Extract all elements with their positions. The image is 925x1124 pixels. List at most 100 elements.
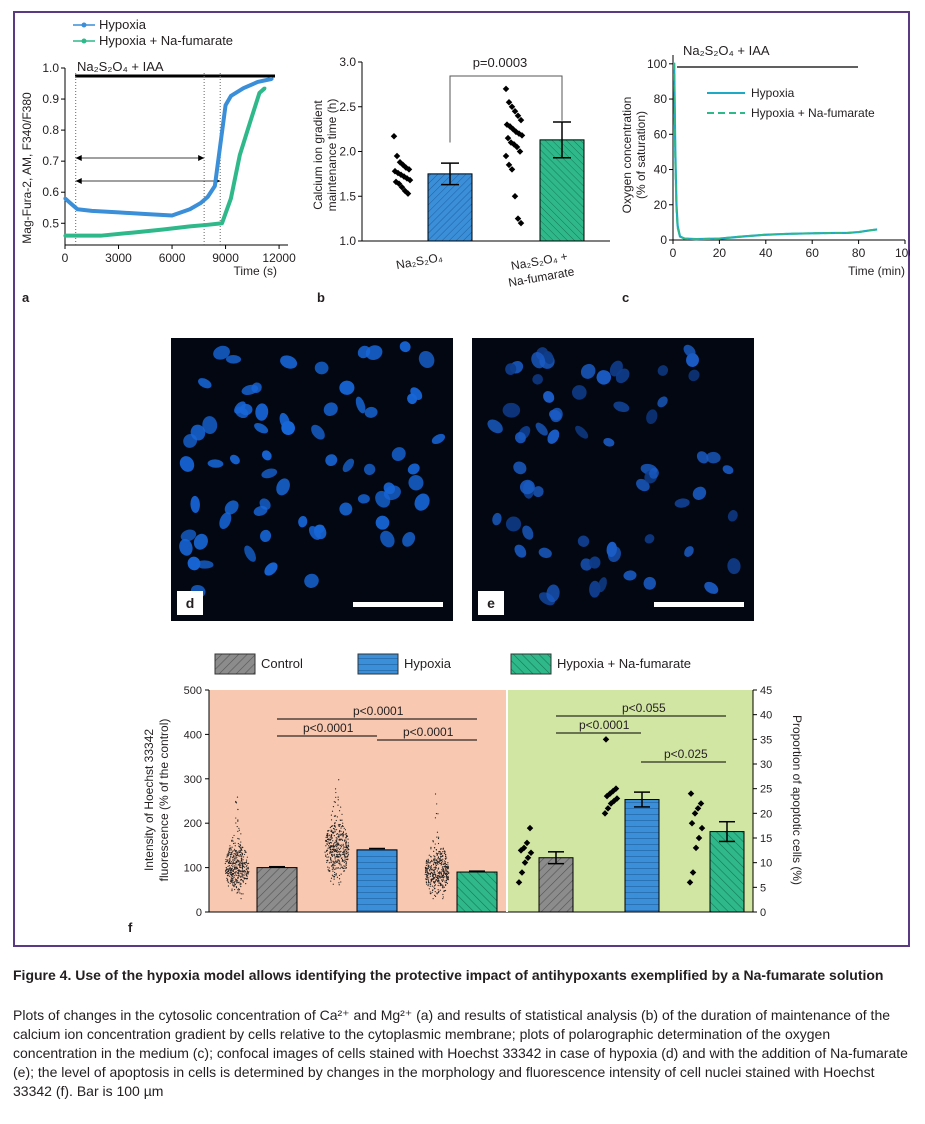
data-point [338, 810, 341, 812]
data-point [429, 862, 431, 864]
data-point [325, 839, 327, 842]
data-point [336, 843, 338, 845]
data-point [225, 858, 227, 861]
data-point [329, 841, 332, 844]
data-point [331, 831, 334, 834]
nucleus [225, 355, 242, 364]
data-point [232, 859, 234, 861]
data-point [230, 871, 233, 873]
x-tick-label: 100 [895, 246, 910, 260]
data-point [345, 833, 347, 835]
data-point [328, 845, 330, 847]
data-point [332, 805, 335, 808]
data-point [338, 825, 340, 827]
x-tick-label: 9000 [212, 251, 239, 265]
data-point [188, 207, 192, 211]
data-point [340, 827, 342, 829]
data-point [331, 810, 334, 812]
data-point [326, 861, 328, 864]
data-point [341, 853, 343, 855]
data-point [427, 885, 429, 887]
nucleus [532, 486, 544, 498]
data-point [326, 833, 328, 835]
data-point [434, 843, 436, 845]
data-point [444, 880, 446, 882]
nucleus [375, 515, 390, 530]
data-point [330, 850, 332, 853]
data-point [239, 843, 241, 846]
data-point [444, 870, 446, 872]
data-point [238, 153, 242, 157]
nucleus [244, 545, 256, 562]
data-point [339, 834, 341, 836]
data-point [390, 133, 398, 140]
data-point [336, 847, 338, 849]
data-point [233, 856, 235, 858]
data-point [424, 873, 426, 875]
data-point [338, 862, 340, 864]
data-point [445, 870, 448, 872]
data-point [248, 119, 253, 123]
data-point [324, 851, 326, 853]
data-point [338, 831, 340, 833]
data-point [435, 812, 438, 815]
data-point [337, 796, 339, 798]
data-point [334, 850, 336, 852]
y-tick-label: 10 [760, 858, 772, 870]
nucleus [255, 403, 269, 421]
nucleus [546, 584, 560, 603]
data-point [442, 878, 444, 880]
data-point [228, 875, 231, 877]
data-point [238, 863, 241, 865]
data-point [440, 848, 442, 850]
scale-bar-e [654, 602, 744, 607]
panel-c-chart: Na₂S₂O₄ + IAA Oxygen concentration (% of… [620, 43, 910, 278]
data-point [345, 842, 347, 844]
data-point [332, 883, 334, 885]
data-point [342, 836, 344, 838]
data-point [344, 848, 346, 851]
data-point [330, 848, 332, 850]
data-point [345, 839, 347, 841]
data-point [330, 877, 333, 879]
nucleus [363, 463, 376, 476]
data-point [235, 858, 237, 860]
data-point [327, 830, 329, 832]
data-point [344, 829, 346, 831]
data-point [234, 878, 237, 880]
data-point [330, 860, 332, 862]
data-point [445, 879, 448, 881]
nucleus [193, 533, 208, 550]
data-point [227, 853, 229, 855]
data-point [218, 144, 222, 148]
data-point [439, 884, 441, 887]
data-point [75, 207, 80, 211]
data-point [326, 853, 329, 855]
data-point [245, 877, 247, 880]
nucleus [314, 361, 329, 375]
data-point [235, 854, 237, 856]
data-point [246, 871, 248, 874]
data-point [425, 864, 427, 866]
data-point [239, 864, 241, 866]
data-point [99, 234, 103, 238]
data-point [63, 196, 67, 201]
data-point [241, 865, 244, 867]
data-point [433, 886, 435, 888]
data-point [428, 860, 430, 862]
data-point [240, 855, 242, 857]
data-point [237, 877, 239, 879]
data-point [442, 896, 444, 898]
data-point [334, 871, 336, 874]
data-point [348, 845, 350, 847]
data-point [339, 851, 341, 853]
nucleus [414, 493, 430, 511]
data-point [437, 856, 439, 858]
data-point [330, 857, 332, 859]
data-point [336, 861, 338, 864]
data-point [340, 830, 342, 832]
data-point [227, 885, 230, 887]
data-point [430, 882, 432, 884]
y-axis-label-1: Oxygen concentration [620, 97, 634, 214]
data-point [331, 864, 334, 866]
